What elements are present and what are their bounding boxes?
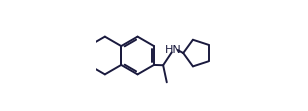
Text: HN: HN (164, 45, 181, 55)
